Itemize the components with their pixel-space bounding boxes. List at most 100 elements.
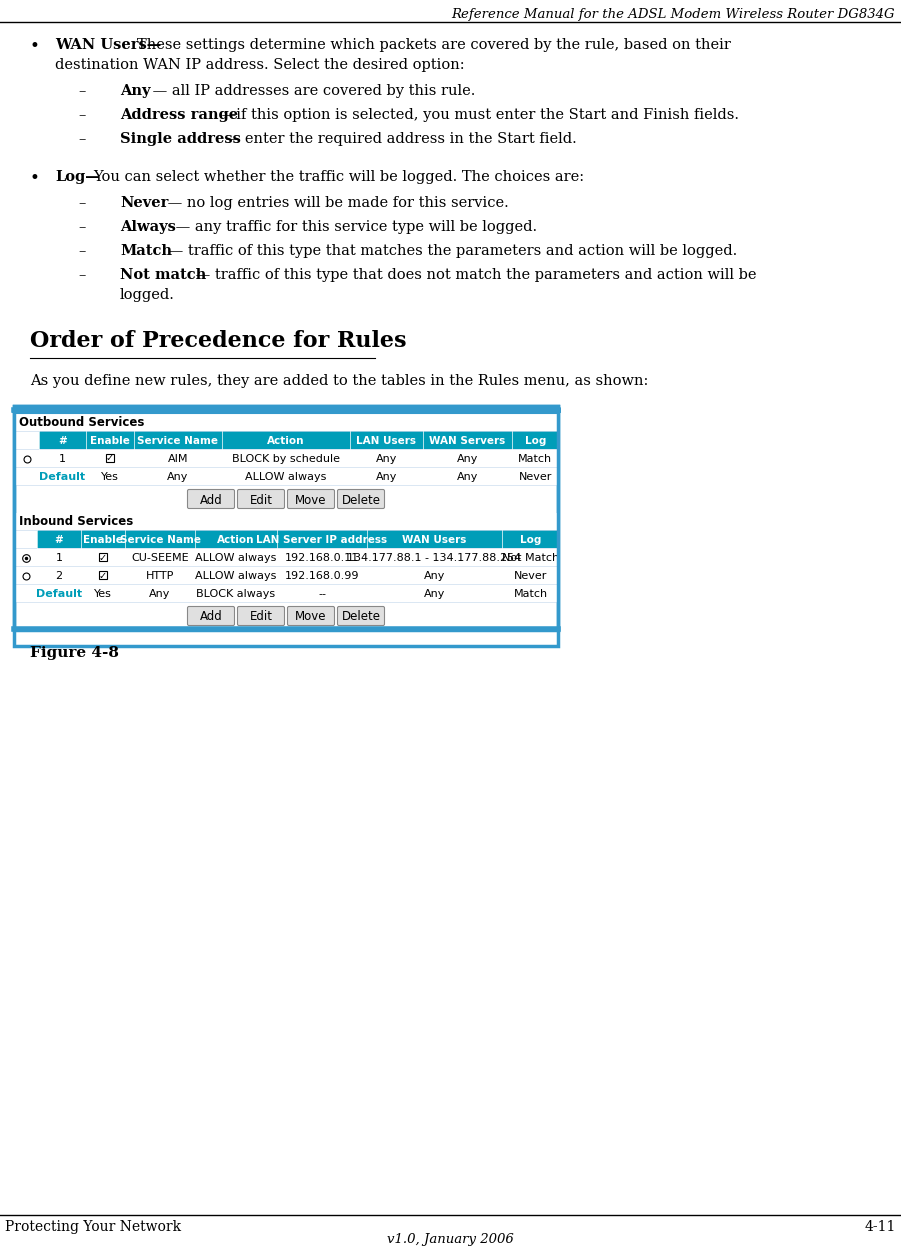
Text: #: # (55, 535, 63, 545)
Bar (37, 530, 81, 547)
Bar (502, 547, 559, 566)
FancyBboxPatch shape (238, 606, 285, 626)
Text: –: – (78, 84, 86, 99)
FancyBboxPatch shape (187, 606, 234, 626)
Bar (367, 547, 502, 566)
Text: 2: 2 (56, 571, 62, 581)
Bar (223, 449, 350, 466)
Bar (133, 431, 223, 449)
Bar (502, 530, 559, 547)
Bar (15, 566, 37, 584)
Text: Log: Log (524, 436, 546, 446)
Text: These settings determine which packets are covered by the rule, based on their: These settings determine which packets a… (137, 37, 731, 52)
Bar (106, 454, 114, 461)
Text: Enable: Enable (90, 436, 130, 446)
Bar (223, 431, 350, 449)
Text: –: – (78, 196, 86, 209)
Text: Protecting Your Network: Protecting Your Network (5, 1220, 181, 1235)
Text: — enter the required address in the Start field.: — enter the required address in the Star… (221, 132, 577, 146)
Bar (37, 566, 81, 584)
FancyBboxPatch shape (287, 606, 334, 626)
Text: ALLOW always: ALLOW always (196, 552, 277, 562)
Bar (39, 431, 86, 449)
Bar (15, 547, 37, 566)
Text: Match: Match (518, 454, 552, 464)
Text: Default: Default (36, 589, 82, 599)
Text: ✓: ✓ (99, 552, 107, 562)
Bar (195, 530, 277, 547)
Text: Reference Manual for the ADSL Modem Wireless Router DG834G: Reference Manual for the ADSL Modem Wire… (451, 7, 895, 21)
Bar (15, 449, 39, 466)
FancyBboxPatch shape (338, 490, 385, 509)
Bar (195, 547, 277, 566)
Text: –: – (78, 108, 86, 122)
Text: Add: Add (200, 611, 223, 624)
Bar (423, 449, 512, 466)
Text: logged.: logged. (120, 288, 175, 302)
Text: •: • (30, 170, 40, 187)
Text: ALLOW always: ALLOW always (245, 473, 326, 483)
Text: Any: Any (376, 473, 397, 483)
Bar (86, 431, 133, 449)
Text: BLOCK always: BLOCK always (196, 589, 276, 599)
Text: Delete: Delete (341, 494, 380, 506)
Text: Never: Never (514, 571, 547, 581)
Text: Move: Move (296, 611, 327, 624)
Bar (502, 584, 559, 602)
Text: Delete: Delete (341, 611, 380, 624)
Bar (223, 466, 350, 485)
Bar (195, 584, 277, 602)
Text: LAN Server IP address: LAN Server IP address (257, 535, 387, 545)
Text: Edit: Edit (250, 494, 272, 506)
Text: Figure 4-8: Figure 4-8 (30, 646, 119, 660)
Text: Outbound Services: Outbound Services (19, 416, 144, 429)
Bar (15, 466, 39, 485)
Bar (423, 466, 512, 485)
Bar (350, 431, 423, 449)
FancyBboxPatch shape (238, 490, 285, 509)
Text: ✓: ✓ (106, 454, 114, 464)
Text: Yes: Yes (101, 473, 119, 483)
Text: Any: Any (168, 473, 188, 483)
Text: — all IP addresses are covered by this rule.: — all IP addresses are covered by this r… (148, 84, 476, 99)
Text: 1: 1 (56, 552, 62, 562)
Bar (14, 407, 558, 646)
Bar (512, 431, 559, 449)
Bar (81, 566, 125, 584)
Text: Any: Any (150, 589, 170, 599)
Text: Single address: Single address (120, 132, 241, 146)
FancyBboxPatch shape (338, 606, 385, 626)
Text: — traffic of this type that matches the parameters and action will be logged.: — traffic of this type that matches the … (164, 244, 737, 258)
Bar (125, 530, 195, 547)
Bar (125, 547, 195, 566)
Bar (512, 449, 559, 466)
Text: ALLOW always: ALLOW always (196, 571, 277, 581)
Text: –: – (78, 268, 86, 282)
Text: Never: Never (120, 196, 168, 209)
Text: — traffic of this type that does not match the parameters and action will be: — traffic of this type that does not mat… (191, 268, 757, 282)
Bar (99, 571, 107, 579)
FancyBboxPatch shape (187, 490, 234, 509)
Text: Order of Precedence for Rules: Order of Precedence for Rules (30, 330, 406, 352)
Text: Inbound Services: Inbound Services (19, 515, 133, 527)
Bar (133, 449, 223, 466)
Text: WAN Users: WAN Users (403, 535, 467, 545)
Text: Not match: Not match (120, 268, 206, 282)
Bar (423, 431, 512, 449)
Bar (367, 584, 502, 602)
Text: –: – (78, 244, 86, 258)
Text: Any: Any (120, 84, 150, 99)
Text: Yes: Yes (94, 589, 112, 599)
Bar (277, 566, 367, 584)
Text: Move: Move (296, 494, 327, 506)
Bar (350, 466, 423, 485)
Bar (277, 547, 367, 566)
Bar (15, 584, 37, 602)
Text: CU-SEEME: CU-SEEME (132, 552, 189, 562)
Bar (81, 530, 125, 547)
Bar (86, 466, 133, 485)
Bar (367, 566, 502, 584)
Bar (39, 449, 86, 466)
Bar (15, 414, 557, 431)
Text: HTTP: HTTP (146, 571, 174, 581)
